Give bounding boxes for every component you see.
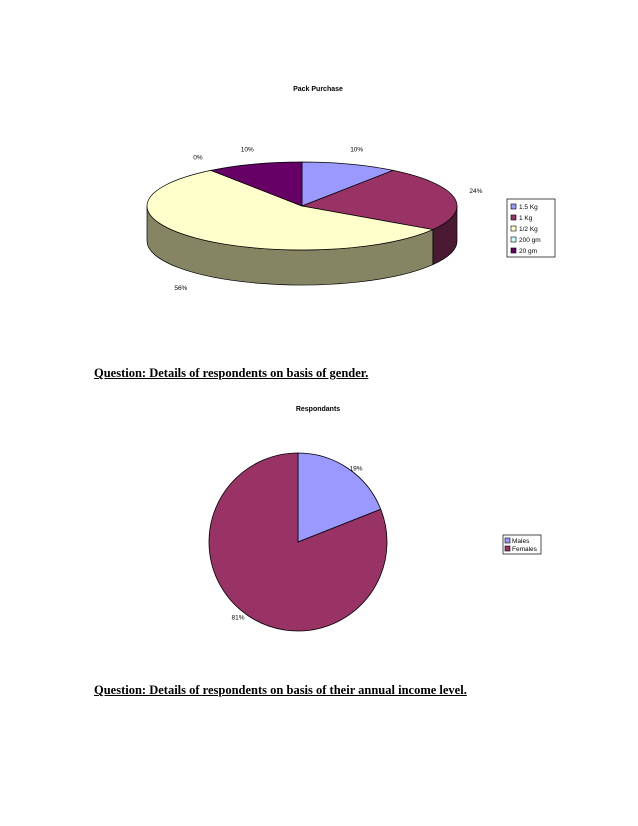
legend-label-males: Males bbox=[512, 538, 530, 545]
respondants-title: Respondants bbox=[296, 406, 340, 413]
legend-swatch-1-kg bbox=[510, 214, 517, 221]
pack-purchase-pie bbox=[146, 161, 458, 286]
pie-slice-1-kg bbox=[300, 170, 458, 230]
question-gender: Question: Details of respondents on basi… bbox=[94, 366, 369, 380]
pack-purchase-legend: 1.5 Kg 1 Kg 1/2 Kg 200 gm 20 gm bbox=[506, 198, 556, 258]
pie-label-20-gm: 10% bbox=[241, 147, 254, 154]
legend-swatch-males bbox=[504, 537, 511, 544]
legend-swatch-200-gm bbox=[510, 236, 517, 243]
pie-slice-20-gm bbox=[209, 161, 303, 207]
pie-label-200-gm: 0% bbox=[193, 154, 203, 161]
legend-label-1-kg: 1 Kg bbox=[519, 215, 533, 222]
legend-box bbox=[502, 534, 542, 555]
respondants-labels: 19% 81% bbox=[231, 465, 362, 621]
legend-swatch-1-2-kg bbox=[510, 225, 517, 232]
pie-slice-females bbox=[208, 452, 388, 632]
respondants-pie bbox=[208, 452, 388, 632]
legend-label-20-gm: 20 gm bbox=[519, 248, 537, 255]
pack-purchase-chart: Pack Purchase 10%24%56%0%10% 1.5 Kg1 Kg1… bbox=[146, 86, 556, 292]
legend-swatch-females bbox=[504, 545, 511, 552]
legend-label-females: Females bbox=[512, 546, 538, 553]
pack-purchase-title: Pack Purchase bbox=[293, 86, 343, 93]
legend-swatch-20-gm bbox=[510, 247, 517, 254]
legend-swatch-1-5-kg bbox=[510, 203, 517, 210]
pie-label-males: 19% bbox=[350, 465, 363, 472]
pie-slice-1-2-kg bbox=[146, 170, 435, 251]
pie-label-1-5-kg: 10% bbox=[350, 147, 363, 154]
pie-label-1-2-kg: 56% bbox=[174, 285, 187, 292]
pie-slice-1-5-kg bbox=[301, 161, 395, 207]
legend-label-1-2-kg: 1/2 Kg bbox=[519, 226, 538, 233]
question-income: Question: Details of respondents on basi… bbox=[94, 683, 467, 697]
legend-entries: 1.5 Kg 1 Kg 1/2 Kg 200 gm 20 gm bbox=[510, 203, 541, 255]
pack-purchase-labels: 10% 24% 56% 0% 10% bbox=[174, 147, 482, 292]
pie-slice-males bbox=[297, 452, 382, 543]
pie-label-1-kg: 24% bbox=[469, 188, 482, 195]
legend-label-1-5-kg: 1.5 Kg bbox=[519, 204, 538, 211]
pie-label-females: 81% bbox=[231, 615, 244, 622]
legend-label-200-gm: 200 gm bbox=[519, 237, 541, 244]
